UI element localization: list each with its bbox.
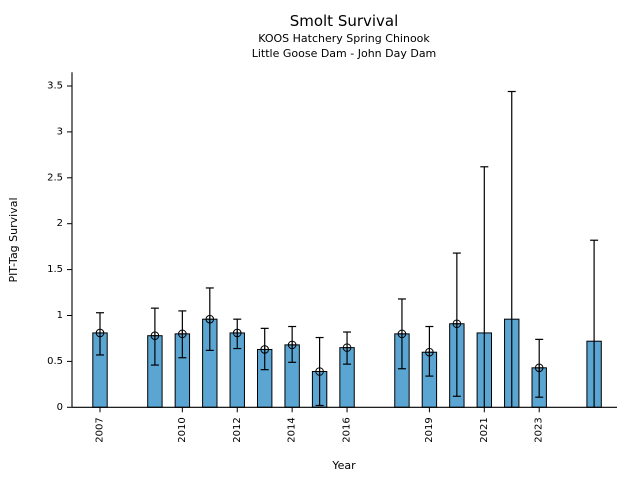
y-tick-label: 3 [57, 126, 63, 137]
point-marker-2015 [315, 367, 324, 376]
point-marker-2011 [205, 314, 215, 324]
x-axis-label: Year [331, 459, 356, 472]
x-tick-label: 2016 [342, 417, 353, 442]
markers-layer [95, 314, 544, 376]
axes-spines [71, 72, 617, 408]
x-tick-label: 2007 [95, 417, 106, 442]
x-tick-label: 2019 [424, 417, 435, 442]
x-tick-label: 2012 [232, 417, 243, 442]
x-tick-label: 2014 [287, 417, 298, 442]
x-tick-label: 2010 [177, 417, 188, 442]
point-marker-2013 [260, 345, 270, 354]
point-marker-2020 [452, 319, 462, 329]
x-tick-label: 2023 [534, 417, 545, 442]
y-tick-label: 0 [57, 402, 63, 413]
x-tick-label: 2021 [479, 417, 490, 442]
point-marker-2019 [425, 347, 434, 357]
y-tick-label: 2 [57, 218, 63, 229]
y-tick-label: 1 [57, 310, 63, 321]
point-marker-2023 [534, 363, 544, 373]
y-tick-label: 3.5 [47, 81, 63, 92]
point-marker-2012 [232, 328, 242, 338]
point-marker-2007 [95, 328, 105, 338]
y-axis-label: PIT-Tag Survival [7, 197, 20, 282]
chart-subtitle-line2: Little Goose Dam - John Day Dam [252, 47, 437, 60]
axes-ticks: 0 0.5 1 1.5 2 2.5 3 3.5 2007 2010 2012 2014 2016 2019… [47, 81, 545, 443]
point-marker-2009 [150, 331, 160, 340]
point-marker-2010 [178, 329, 187, 339]
errorbars-layer [96, 90, 599, 408]
y-tick-label: 1.5 [47, 264, 63, 275]
point-marker-2016 [342, 343, 352, 352]
y-tick-label: 0.5 [47, 356, 63, 367]
y-tick-label: 2.5 [47, 172, 63, 183]
chart-title: Smolt Survival [290, 12, 399, 30]
point-marker-2014 [287, 340, 297, 350]
chart-subtitle-line1: KOOS Hatchery Spring Chinook [258, 32, 430, 45]
point-marker-2018 [397, 329, 407, 339]
